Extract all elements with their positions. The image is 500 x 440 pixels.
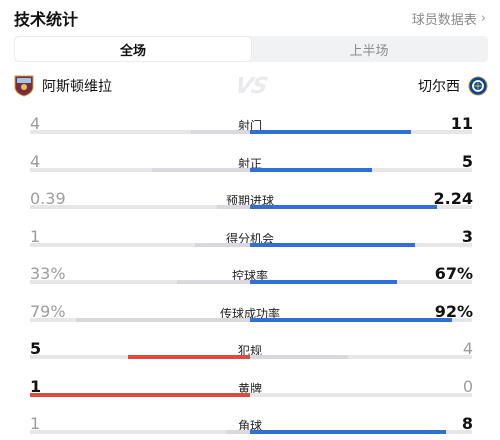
away-stat-value: 67% [434, 264, 473, 283]
home-stat-value: 4 [30, 114, 41, 133]
tab-first-half[interactable]: 上半场 [349, 43, 389, 59]
home-stat-value: 1 [30, 376, 42, 396]
player-stats-link-label: 球员数据表 [411, 12, 477, 28]
stat-label: 预期进球 [225, 194, 274, 208]
away-stat-track [250, 205, 472, 209]
away-stat-value: 5 [461, 151, 473, 171]
home-stat-bar [76, 317, 250, 322]
home-stat-bar [191, 130, 250, 134]
away-stat-bar [250, 205, 437, 209]
stat-label: 传球成功率 [219, 306, 280, 321]
section-title: 技术统计 [14, 10, 79, 29]
away-stat-value: 3 [461, 226, 473, 246]
away-team-name: 切尔西 [418, 79, 460, 95]
home-stat-bar [30, 392, 250, 397]
away-stat-track [250, 130, 472, 134]
stat-label: 犯规 [237, 344, 262, 358]
home-stat-bar [217, 205, 250, 209]
away-stat-value: 8 [461, 414, 473, 433]
stat-row: 1 得分机会 3 [0, 227, 500, 257]
player-stats-link[interactable]: 球员数据表 › [412, 9, 486, 28]
home-stat-value: 0.39 [30, 189, 66, 208]
stat-row: 4 射正 5 [0, 152, 500, 182]
away-stat-track [250, 392, 472, 397]
away-stat-value: 2.24 [433, 189, 473, 208]
period-tabs: 全场 上半场 [14, 36, 488, 62]
home-stat-value: 5 [30, 339, 42, 358]
home-stat-track [30, 317, 250, 322]
stat-row: 0.39 预期进球 2.24 [0, 189, 500, 219]
home-stat-track [30, 167, 250, 172]
away-stat-value: 4 [462, 339, 473, 358]
away-stat-bar [250, 430, 446, 434]
away-team[interactable]: 切尔西 [418, 75, 488, 97]
stat-label: 控球率 [231, 269, 268, 283]
home-stat-bar [128, 355, 250, 359]
home-stat-bar [226, 430, 250, 434]
home-stat-track [30, 355, 250, 359]
stat-label: 射正 [237, 156, 262, 171]
home-stat-bar [177, 280, 250, 284]
away-stat-bar [250, 242, 415, 247]
stats-header: 技术统计 球员数据表 › [14, 6, 486, 30]
away-stat-track [250, 317, 472, 322]
tab-full-match[interactable]: 全场 [15, 37, 251, 61]
home-team[interactable]: 阿斯顿维拉 [14, 75, 112, 97]
away-stat-bar [250, 355, 348, 359]
teams-row: 阿斯顿维拉 VS 切尔西 [14, 72, 488, 100]
home-stat-value: 1 [30, 226, 41, 246]
home-stat-track [30, 130, 250, 134]
away-stat-track [250, 242, 472, 247]
home-stat-bar [152, 167, 250, 172]
home-stat-track [30, 430, 250, 434]
away-stat-bar [250, 130, 411, 134]
home-stat-track [30, 205, 250, 209]
away-stat-bar [250, 280, 397, 284]
home-stat-track [30, 242, 250, 247]
away-stat-value: 11 [450, 114, 473, 133]
stat-label: 黄牌 [237, 381, 262, 396]
away-stat-bar [250, 317, 452, 322]
stat-label: 射门 [237, 119, 262, 133]
home-stat-value: 4 [30, 151, 41, 171]
away-stat-track [250, 280, 472, 284]
versus-mark: VS [232, 73, 270, 99]
stat-row: 33% 控球率 67% [0, 264, 500, 294]
stat-row: 79% 传球成功率 92% [0, 302, 500, 332]
away-stat-track [250, 167, 472, 172]
away-stat-bar [250, 167, 372, 172]
chelsea-crest-icon [468, 76, 488, 96]
home-stat-value: 79% [30, 301, 66, 321]
stat-row: 1 角球 8 [0, 414, 500, 440]
stat-row: 1 黄牌 0 [0, 377, 500, 407]
home-stat-value: 33% [30, 264, 66, 283]
away-stat-value: 0 [462, 376, 473, 396]
home-stat-track [30, 280, 250, 284]
home-team-name: 阿斯顿维拉 [42, 79, 112, 95]
away-stat-track [250, 430, 472, 434]
home-stat-bar [195, 242, 250, 247]
stat-row: 5 犯规 4 [0, 339, 500, 369]
aston-villa-crest-icon [14, 75, 34, 97]
away-stat-track [250, 355, 472, 359]
stat-label: 角球 [237, 419, 262, 433]
stat-row: 4 射门 11 [0, 114, 500, 144]
stat-label: 得分机会 [225, 231, 274, 246]
away-stat-value: 92% [434, 301, 473, 321]
chevron-right-icon: › [480, 10, 486, 26]
home-stat-track [30, 392, 250, 397]
home-stat-value: 1 [30, 414, 41, 433]
